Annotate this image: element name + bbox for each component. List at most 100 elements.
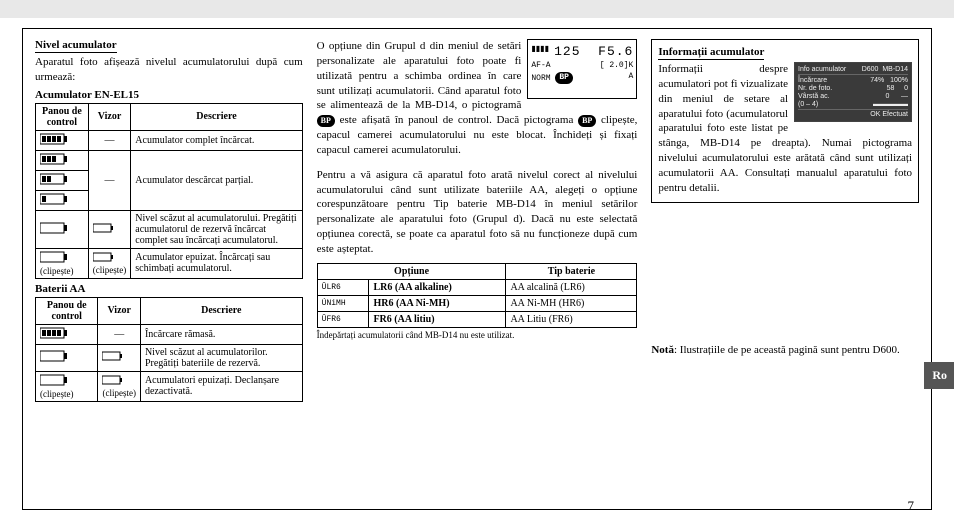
bp-icon: BP <box>317 115 335 127</box>
table2-title: Baterii AA <box>35 283 303 295</box>
table-row: (clipește) (clipește) Acumulatori epuiza… <box>36 371 303 401</box>
th-tip: Tip baterie <box>506 263 637 279</box>
column-left: Nivel acumulator Aparatul foto afișează … <box>35 39 303 499</box>
section-title-info: Informații acumulator <box>658 46 764 60</box>
opt-code: ÛFR6 <box>317 311 369 327</box>
th-vizor: Vizor <box>88 103 130 130</box>
table-row: ÛLR6 LR6 (AA alkaline) AA alcalină (LR6) <box>317 279 637 295</box>
lcd-bp-icon: BP <box>555 72 573 84</box>
vizor-dash: — <box>88 150 130 210</box>
note-text: Notă: Ilustrațiile de pe această pagină … <box>651 343 919 358</box>
desc-remaining: Încărcare rămasă. <box>140 324 302 344</box>
panel-col1: D600 <box>862 66 879 73</box>
info-box: Informații acumulator Info acumulator D60… <box>651 39 919 203</box>
panel-v1b: 100% <box>890 77 908 84</box>
lcd-shutter: 125 <box>554 44 580 59</box>
bp-icon: BP <box>578 115 596 127</box>
panel-title: Info acumulator <box>798 66 846 73</box>
table-row: — Acumulator descărcat parțial. <box>36 150 303 170</box>
top-bar <box>0 0 954 18</box>
opt-tip: AA Litiu (FR6) <box>506 311 637 327</box>
lcd-k: K <box>629 61 634 70</box>
table-row: ÚNiMH HR6 (AA Ni-MH) AA Ni-MH (HR6) <box>317 295 637 311</box>
lcd-af: AF-A <box>531 61 550 70</box>
table-options: Opțiune Tip baterie ÛLR6 LR6 (AA alkaline… <box>317 263 638 328</box>
lcd-iso: A <box>629 72 634 84</box>
battery-icon-3 <box>36 150 89 170</box>
desc-empty: Acumulatori epuizați. Declanșare dezacti… <box>140 371 302 401</box>
table-row: — Acumulator complet încărcat. <box>36 130 303 150</box>
panel-r2: Nr. de foto. <box>798 85 832 92</box>
mid-para2: Pentru a vă asigura că aparatul foto ara… <box>317 168 638 257</box>
mid-para1-a: O opțiune din Grupul d din meniul de set… <box>317 40 522 111</box>
table-aa: Panou de control Vizor Descriere — Încăr… <box>35 297 303 402</box>
table-row: (clipește) (clipește) Acumulator epuizat… <box>36 248 303 278</box>
mid-para1-b: este afișată în panoul de control. Dacă … <box>340 114 574 126</box>
opt-label: LR6 (AA alkaline) <box>373 282 451 293</box>
vizor-icon-blink: (clipește) <box>88 248 130 278</box>
th-vizor: Vizor <box>98 297 140 324</box>
battery-mini-icon: ▮▮▮▮ <box>531 44 549 59</box>
panel-r4: (0 – 4) <box>798 101 818 108</box>
th-descriere: Descriere <box>131 103 302 130</box>
battery-icon-blink: (clipește) <box>36 248 89 278</box>
th-panou: Panou de control <box>36 297 98 324</box>
page-content: Nivel acumulator Aparatul foto afișează … <box>22 28 932 510</box>
panel-r1: Încărcare <box>798 77 827 84</box>
desc-low: Nivel scăzut al acumulatorilor. Pregătiț… <box>140 344 302 371</box>
vizor-icon-low <box>98 344 140 371</box>
desc-empty: Acumulator epuizat. Încărcați sau schimb… <box>131 248 302 278</box>
panel-r3: Vârstă ac. <box>798 93 830 100</box>
vizor-dash: — <box>98 324 140 344</box>
info-panel: Info acumulatorD600 MB-D14 Încărcare74% … <box>794 62 912 122</box>
panel-v2a: 58 <box>887 85 895 92</box>
table-enel15: Panou de control Vizor Descriere — Acumu… <box>35 103 303 279</box>
desc-partial: Acumulator descărcat parțial. <box>131 150 302 210</box>
desc-low: Nivel scăzut al acumulatorului. Pregătiț… <box>131 210 302 248</box>
note-body: : Ilustrațiile de pe această pagină sunt… <box>674 344 900 356</box>
opt-code: ÚNiMH <box>317 295 369 311</box>
table-header-row: Panou de control Vizor Descriere <box>36 103 303 130</box>
desc-full: Acumulator complet încărcat. <box>131 130 302 150</box>
table-row: Nivel scăzut al acumulatorului. Pregătiț… <box>36 210 303 248</box>
panel-v1a: 74% <box>870 77 884 84</box>
th-optiune: Opțiune <box>317 263 506 279</box>
column-middle: ▮▮▮▮125 F5.6 AF-A[ 2.0]K NORM BPA O opți… <box>317 39 638 499</box>
column-right: Informații acumulator Info acumulator D60… <box>651 39 919 499</box>
opt-label: HR6 (AA Ni-MH) <box>373 298 449 309</box>
table-row: — Încărcare rămasă. <box>36 324 303 344</box>
vizor-icon-blink: (clipește) <box>98 371 140 401</box>
table1-title: Acumulator EN-EL15 <box>35 89 303 101</box>
panel-ok: OK Efectuat <box>798 109 908 118</box>
battery-icon-full <box>36 324 98 344</box>
battery-icon-blink: (clipește) <box>36 371 98 401</box>
lcd-count: 2.0 <box>609 61 623 70</box>
vizor-dash: — <box>88 130 130 150</box>
table-header-row: Opțiune Tip baterie <box>317 263 637 279</box>
table-row: Nivel scăzut al acumulatorilor. Pregătiț… <box>36 344 303 371</box>
th-descriere: Descriere <box>140 297 302 324</box>
page-number: 7 <box>908 498 915 514</box>
battery-icon-low <box>36 344 98 371</box>
mid-footnote: Îndepărtați acumulatorii când MB-D14 nu … <box>317 330 638 342</box>
panel-col2: MB-D14 <box>882 66 908 73</box>
table-header-row: Panou de control Vizor Descriere <box>36 297 303 324</box>
th-panou: Panou de control <box>36 103 89 130</box>
vizor-icon-low <box>88 210 130 248</box>
opt-tip: AA alcalină (LR6) <box>506 279 637 295</box>
battery-icon-full <box>36 130 89 150</box>
note-label: Notă <box>651 344 674 356</box>
battery-icon-2 <box>36 170 89 190</box>
table-row: ÛFR6FR6 (AA litiu)AA Litiu (FR6) <box>317 311 637 327</box>
lcd-panel: ▮▮▮▮125 F5.6 AF-A[ 2.0]K NORM BPA <box>527 39 637 99</box>
lcd-norm: NORM <box>531 74 550 83</box>
opt-code: ÛLR6 <box>317 279 369 295</box>
section-title-battery-level: Nivel acumulator <box>35 39 117 53</box>
lcd-aperture: F5.6 <box>598 44 633 59</box>
battery-icon-low <box>36 210 89 248</box>
language-tab: Ro <box>924 362 954 389</box>
intro-text: Aparatul foto afișează nivelul acumulato… <box>35 55 303 85</box>
opt-tip: AA Ni-MH (HR6) <box>506 295 637 311</box>
panel-v2b: 0 <box>904 85 908 92</box>
panel-v3a: 0 <box>885 93 889 100</box>
